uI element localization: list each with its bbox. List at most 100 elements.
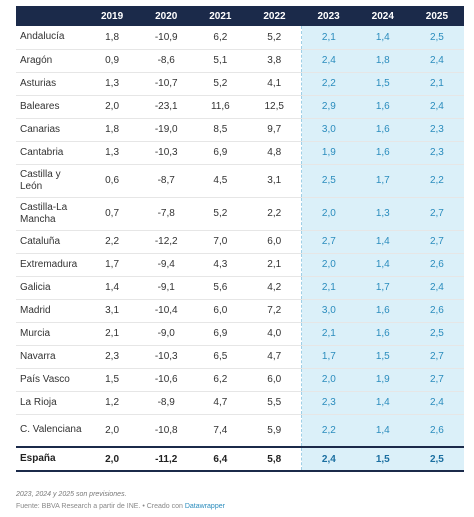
forecast-value-cell: 2,6: [409, 414, 464, 448]
value-cell: -9,1: [139, 276, 194, 300]
header-year: 2022: [247, 6, 302, 26]
value-cell: -10,9: [139, 26, 194, 50]
value-cell: -9,4: [139, 253, 194, 277]
forecast-value-cell: 2,5: [409, 26, 464, 50]
forecast-value-cell: 2,4: [301, 49, 356, 73]
header-year: 2020: [139, 6, 194, 26]
value-cell: 6,4: [193, 446, 248, 472]
value-cell: 1,5: [85, 368, 140, 392]
value-cell: 2,0: [85, 446, 140, 472]
value-cell: -10,3: [139, 345, 194, 369]
forecast-value-cell: 1,9: [355, 368, 410, 392]
value-cell: 1,3: [85, 72, 140, 96]
value-cell: 7,2: [247, 299, 302, 323]
value-cell: 5,2: [193, 197, 248, 231]
value-cell: -8,7: [139, 164, 194, 198]
forecast-value-cell: 1,7: [301, 345, 356, 369]
forecast-value-cell: 1,4: [355, 414, 410, 448]
table-row: Castilla-La Mancha 0,7 -7,8 5,2 2,2 2,0 1,3 2,7: [16, 197, 464, 231]
growth-table: 2019 2020 2021 2022 2023 2024 2025 Andal…: [16, 6, 464, 472]
value-cell: 6,0: [247, 230, 302, 254]
value-cell: 5,9: [247, 414, 302, 448]
forecast-value-cell: 1,9: [301, 141, 356, 165]
table-row: Castilla y León 0,6 -8,7 4,5 3,1 2,5 1,7 2,2: [16, 164, 464, 198]
header-region: [16, 6, 85, 26]
forecast-value-cell: 2,4: [409, 49, 464, 73]
value-cell: -10,4: [139, 299, 194, 323]
value-cell: 6,9: [193, 322, 248, 346]
forecast-value-cell: 2,4: [301, 446, 356, 472]
region-cell: Extremadura: [16, 253, 85, 277]
table-row: Canarias 1,8 -19,0 8,5 9,7 3,0 1,6 2,3: [16, 118, 464, 142]
forecast-value-cell: 2,9: [301, 95, 356, 119]
value-cell: 6,9: [193, 141, 248, 165]
value-cell: 1,7: [85, 253, 140, 277]
region-cell: Murcia: [16, 322, 85, 346]
value-cell: 4,2: [247, 276, 302, 300]
forecast-value-cell: 2,7: [409, 230, 464, 254]
forecast-note: 2023, 2024 y 2025 son previsiones.: [16, 491, 127, 498]
value-cell: 4,5: [193, 164, 248, 198]
value-cell: -9,0: [139, 322, 194, 346]
value-cell: 4,0: [247, 322, 302, 346]
forecast-value-cell: 2,3: [301, 391, 356, 415]
value-cell: 0,9: [85, 49, 140, 73]
forecast-value-cell: 2,7: [409, 197, 464, 231]
value-cell: -10,8: [139, 414, 194, 448]
forecast-value-cell: 1,5: [355, 446, 410, 472]
value-cell: 3,1: [247, 164, 302, 198]
value-cell: 2,1: [247, 253, 302, 277]
value-cell: 1,8: [85, 26, 140, 50]
value-cell: 7,0: [193, 230, 248, 254]
value-cell: 4,8: [247, 141, 302, 165]
value-cell: -10,3: [139, 141, 194, 165]
forecast-value-cell: 1,5: [355, 72, 410, 96]
value-cell: 3,1: [85, 299, 140, 323]
forecast-value-cell: 1,5: [355, 345, 410, 369]
region-cell: Cataluña: [16, 230, 85, 254]
value-cell: 7,4: [193, 414, 248, 448]
datawrapper-link[interactable]: Datawrapper: [184, 503, 225, 510]
forecast-value-cell: 1,7: [355, 276, 410, 300]
forecast-value-cell: 2,2: [409, 164, 464, 198]
region-cell: Andalucía: [16, 26, 85, 50]
value-cell: 6,0: [193, 299, 248, 323]
forecast-value-cell: 2,7: [409, 368, 464, 392]
table-row: Asturias 1,3 -10,7 5,2 4,1 2,2 1,5 2,1: [16, 72, 464, 96]
value-cell: 9,7: [247, 118, 302, 142]
forecast-value-cell: 3,0: [301, 118, 356, 142]
value-cell: 6,0: [247, 368, 302, 392]
region-cell: País Vasco: [16, 368, 85, 392]
value-cell: 1,8: [85, 118, 140, 142]
value-cell: -23,1: [139, 95, 194, 119]
value-cell: -12,2: [139, 230, 194, 254]
value-cell: -7,8: [139, 197, 194, 231]
value-cell: 12,5: [247, 95, 302, 119]
value-cell: 5,6: [193, 276, 248, 300]
forecast-value-cell: 1,8: [355, 49, 410, 73]
value-cell: -8,9: [139, 391, 194, 415]
table-row: Baleares 2,0 -23,1 11,6 12,5 2,9 1,6 2,4: [16, 95, 464, 119]
forecast-value-cell: 1,6: [355, 95, 410, 119]
table-row: Murcia 2,1 -9,0 6,9 4,0 2,1 1,6 2,5: [16, 322, 464, 346]
value-cell: 2,2: [247, 197, 302, 231]
value-cell: 8,5: [193, 118, 248, 142]
table-row: La Rioja 1,2 -8,9 4,7 5,5 2,3 1,4 2,4: [16, 391, 464, 415]
value-cell: 1,3: [85, 141, 140, 165]
forecast-value-cell: 2,2: [301, 414, 356, 448]
value-cell: 2,0: [85, 95, 140, 119]
forecast-value-cell: 1,6: [355, 141, 410, 165]
value-cell: 4,1: [247, 72, 302, 96]
value-cell: 5,5: [247, 391, 302, 415]
forecast-value-cell: 2,1: [301, 322, 356, 346]
region-cell: Madrid: [16, 299, 85, 323]
forecast-value-cell: 1,4: [355, 26, 410, 50]
source-text: Fuente: BBVA Research a partir de INE. •…: [16, 503, 185, 510]
value-cell: 4,7: [193, 391, 248, 415]
value-cell: 6,5: [193, 345, 248, 369]
value-cell: 2,3: [85, 345, 140, 369]
value-cell: -10,7: [139, 72, 194, 96]
forecast-value-cell: 2,4: [409, 95, 464, 119]
forecast-value-cell: 2,6: [409, 299, 464, 323]
forecast-value-cell: 2,5: [301, 164, 356, 198]
